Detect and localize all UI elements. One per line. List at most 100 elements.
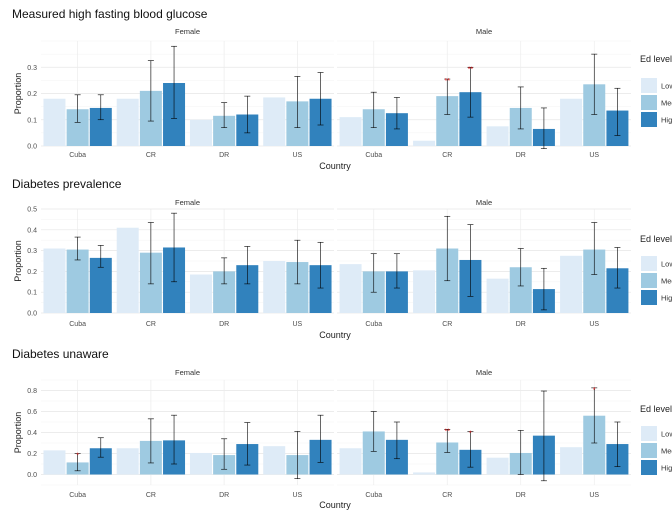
x-tick-label: CR bbox=[146, 152, 156, 159]
legend-swatch-med bbox=[641, 443, 657, 458]
legend-label: High bbox=[661, 464, 672, 473]
chart-title: Measured high fasting blood glucose bbox=[12, 7, 208, 21]
legend-swatch-high bbox=[641, 460, 657, 475]
bar-cuba-high bbox=[89, 448, 112, 475]
x-tick-label: US bbox=[293, 152, 303, 159]
bar-us-low bbox=[560, 255, 583, 313]
significance-marker: * bbox=[469, 430, 472, 437]
y-axis-label: Proportion bbox=[13, 240, 23, 282]
x-tick-label: CR bbox=[442, 152, 452, 159]
legend-swatch-med bbox=[641, 273, 657, 288]
facet-strip-label: Female bbox=[175, 368, 200, 377]
facet-female: Female 0.0 0.1 0.2 0.3 0.4 0.5 Cuba CR DR US bbox=[27, 198, 334, 328]
significance-marker: ** bbox=[468, 66, 474, 73]
y-tick-label: 0.8 bbox=[27, 388, 37, 395]
bar-cuba-low bbox=[43, 98, 66, 146]
significance-marker: * bbox=[76, 453, 79, 460]
bar-dr-low bbox=[189, 274, 212, 313]
bar-us-med bbox=[583, 249, 606, 313]
chart-title: Diabetes unaware bbox=[12, 347, 109, 361]
y-tick-label: 0.3 bbox=[27, 65, 37, 72]
x-tick-label: DR bbox=[516, 492, 526, 499]
x-tick-label: US bbox=[589, 321, 599, 328]
bar-cuba-high bbox=[385, 271, 408, 313]
facet-female: Female 0.0 0.2 0.4 0.6 0.8 Cuba CR DR US * bbox=[27, 368, 334, 499]
bar-us-med bbox=[286, 262, 309, 313]
x-tick-label: Cuba bbox=[69, 152, 86, 159]
y-tick-label: 0.2 bbox=[27, 451, 37, 458]
bar-cuba-high bbox=[385, 113, 408, 146]
legend-label: Low bbox=[661, 260, 672, 269]
legend-label: Med bbox=[661, 447, 672, 456]
x-tick-label: DR bbox=[219, 152, 229, 159]
bar-us-high bbox=[606, 268, 629, 313]
x-tick-label: DR bbox=[516, 152, 526, 159]
bar-dr-low bbox=[486, 457, 509, 475]
bar-us-low bbox=[263, 446, 286, 475]
x-axis-label: Country bbox=[319, 161, 351, 171]
legend-swatch-low bbox=[641, 256, 657, 271]
legend-label: Low bbox=[661, 430, 672, 439]
legend: Ed level Low Med High bbox=[640, 234, 672, 305]
bar-us-low bbox=[560, 447, 583, 475]
bar-cr-high bbox=[459, 92, 482, 146]
facet-male: Male Cuba CR DR US bbox=[337, 198, 631, 328]
x-tick-label: Cuba bbox=[69, 492, 86, 499]
bar-us-low bbox=[263, 261, 286, 313]
bar-cuba-low bbox=[339, 448, 362, 475]
facet-male: Male Cuba CR DR US ** ** bbox=[337, 27, 631, 159]
chart-title: Diabetes prevalence bbox=[12, 177, 122, 191]
bar-cr-med bbox=[436, 96, 459, 146]
chart-panel-1: Diabetes prevalence Female 0.0 0.1 0.2 0.3 0.4… bbox=[12, 177, 672, 340]
bar-us-low bbox=[560, 98, 583, 146]
bar-dr-low bbox=[189, 119, 212, 146]
bar-cuba-low bbox=[339, 264, 362, 313]
bar-cuba-low bbox=[43, 450, 66, 475]
x-axis-label: Country bbox=[319, 500, 351, 510]
bar-dr-low bbox=[486, 126, 509, 146]
x-tick-label: DR bbox=[516, 321, 526, 328]
bar-cr-low bbox=[116, 448, 139, 475]
legend-swatch-high bbox=[641, 290, 657, 305]
y-axis-label: Proportion bbox=[13, 412, 23, 454]
x-tick-label: Cuba bbox=[69, 321, 86, 328]
bar-cr-low bbox=[116, 98, 139, 146]
bar-us-high bbox=[309, 265, 332, 313]
bar-cr-low bbox=[413, 140, 436, 146]
legend: Ed level Low Med High bbox=[640, 54, 672, 127]
y-tick-label: 0.0 bbox=[27, 311, 37, 318]
x-tick-label: Cuba bbox=[365, 321, 382, 328]
significance-marker: * bbox=[593, 387, 596, 394]
bar-dr-med bbox=[509, 267, 532, 313]
chart-panel-2: Diabetes unaware Female 0.0 0.2 0.4 0.6 0.8 Cub… bbox=[12, 347, 672, 510]
y-tick-label: 0.0 bbox=[27, 144, 37, 151]
facet-strip-label: Female bbox=[175, 198, 200, 207]
bar-cuba-high bbox=[89, 257, 112, 313]
y-tick-label: 0.3 bbox=[27, 248, 37, 255]
x-tick-label: DR bbox=[219, 321, 229, 328]
legend-swatch-med bbox=[641, 95, 657, 110]
facet-strip-label: Male bbox=[476, 198, 492, 207]
y-tick-label: 0.2 bbox=[27, 269, 37, 276]
y-tick-label: 0.0 bbox=[27, 472, 37, 479]
bar-cuba-high bbox=[89, 107, 112, 146]
legend-swatch-high bbox=[641, 112, 657, 127]
bar-cr-low bbox=[116, 227, 139, 313]
y-tick-label: 0.4 bbox=[27, 430, 37, 437]
facet-female: Female 0.0 0.1 0.2 0.3 Cuba CR DR US bbox=[27, 27, 334, 159]
x-tick-label: CR bbox=[442, 321, 452, 328]
bar-cuba-med bbox=[66, 249, 89, 313]
facet-strip-label: Female bbox=[175, 27, 200, 36]
significance-marker: ** bbox=[445, 78, 451, 85]
x-axis-label: Country bbox=[319, 330, 351, 340]
bar-us-med bbox=[583, 415, 606, 475]
bar-dr-low bbox=[189, 452, 212, 475]
legend-title: Ed level bbox=[640, 54, 672, 64]
x-tick-label: CR bbox=[146, 321, 156, 328]
bar-cr-low bbox=[413, 472, 436, 475]
x-tick-label: Cuba bbox=[365, 152, 382, 159]
bar-us-low bbox=[263, 97, 286, 146]
legend: Ed level Low Med High bbox=[640, 404, 672, 475]
x-tick-label: DR bbox=[219, 492, 229, 499]
